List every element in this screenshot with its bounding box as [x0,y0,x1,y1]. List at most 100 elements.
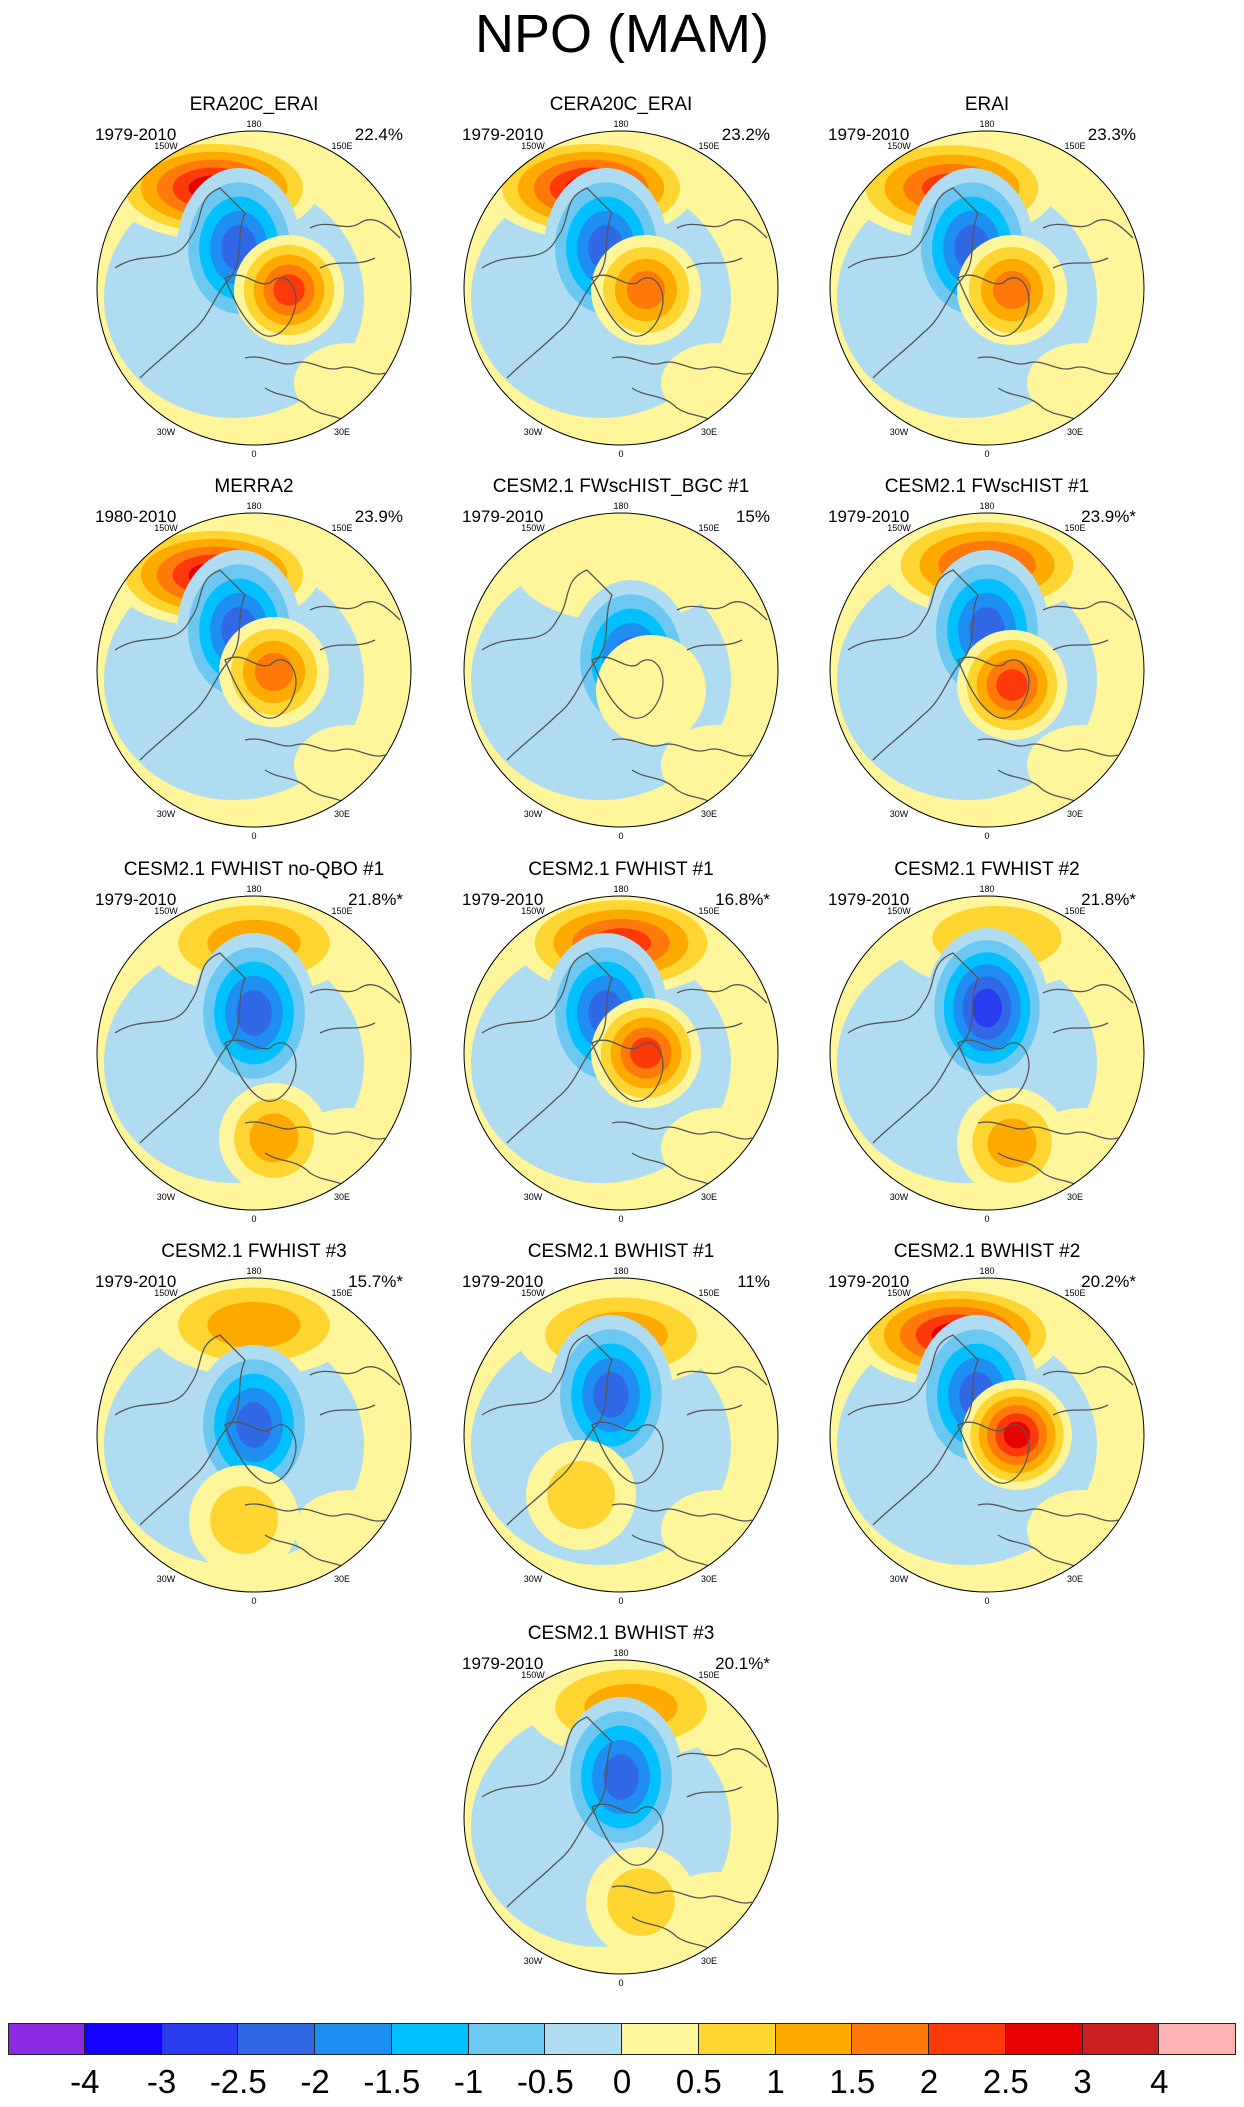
longitude-label-tl: 150W [154,141,178,151]
coastline-north-america [481,569,613,761]
longitude-label-br: 30E [701,427,717,437]
colorbar-tick-label: 1 [766,2063,785,2100]
coastline-greenland [957,1421,1030,1484]
colorbar-tick-label: 0 [612,2063,632,2100]
longitude-label-bottom: 0 [618,1214,623,1224]
map-panel: ERA20C_ERAI1979-201022.4%180150W150E120W… [95,94,413,464]
longitude-label-tr: 150E [698,523,719,533]
longitude-label-bottom: 0 [251,831,256,841]
coastline-greenland [224,1421,297,1484]
longitude-label-bottom: 0 [618,449,623,459]
colorbar-tick-label: -1.5 [363,2063,421,2100]
polar-map: 180150W150E120W120E90W90E60W60E30W30E0 [463,501,779,841]
longitude-label-br: 30E [701,1192,717,1202]
longitude-label-tr: 150E [1064,523,1085,533]
anomaly-field [97,131,411,445]
longitude-label-top: 180 [613,119,628,129]
anomaly-field [830,1278,1144,1592]
coastline-greenland [224,274,297,337]
panel-period: 1979-2010 [828,1272,910,1291]
map-border [829,1277,1145,1593]
polar-map: 180150W150E120W120E90W90E60W60E30W30E0 [829,1266,1145,1606]
longitude-label-bl: 30W [890,427,909,437]
longitude-label-br: 30E [701,1956,717,1966]
coastline-north-america [114,187,246,379]
positive-patch [294,725,404,805]
longitude-label-br: 30E [701,809,717,819]
longitude-label-bl: 30W [157,1574,176,1584]
coastline-asia [676,1366,768,1416]
longitude-label-bl: 30W [890,1574,909,1584]
longitude-label-bottom: 0 [618,1978,623,1988]
panel-explained-variance: 23.2% [721,125,770,144]
coastline-asia [676,984,768,1034]
polar-map: 180150W150E120W120E90W90E60W60E30W30E0 [463,119,779,459]
longitude-label-br: 30E [701,1574,717,1584]
coastline-asia [676,601,768,651]
panel-title: CESM2.1 BWHIST #2 [893,1241,1081,1262]
panel-title: CESM2.1 BWHIST #1 [527,1241,715,1262]
coastline-north-america [481,1334,613,1526]
map-panel: CESM2.1 BWHIST #1 1979-2010 11% 180 150W 150E… [462,1241,780,1611]
map-border [463,1277,779,1593]
coastline-asia [1042,984,1134,1034]
coastline-north-america [847,187,979,379]
map-border [829,130,1145,446]
coastline-asia [309,601,401,651]
eurasian-high-level-2 [547,1461,615,1529]
map-panel: CESM2.1 FWscHIST #1 1979-2010 23.9%* 180 150… [828,476,1146,846]
eurasian-high-level-1 [596,635,706,745]
longitude-label-top: 180 [613,501,628,511]
longitude-label-bottom: 0 [984,1596,989,1606]
coastline-greenland [591,1421,664,1484]
map-panel: CESM2.1 FWHIST #1 1979-2010 16.8%* 180 150W 1… [462,859,780,1229]
coastlines [114,952,401,1194]
coastline-asia [1042,1366,1134,1416]
positive-patch [294,1490,404,1570]
colorbar-tick-label: 4 [1150,2063,1169,2100]
coastline-north-america [114,952,246,1144]
figure-title: NPO (MAM) [475,4,769,64]
longitude-label-tl: 150W [887,906,911,916]
panel-period: 1979-2010 [462,1272,544,1291]
positive-patch [661,1108,771,1188]
coastline-asia [676,1748,768,1798]
map-panel: CESM2.1 FWscHIST_BGC #1 1979-2010 15% 180 15… [462,476,780,846]
anomaly-field [830,131,1144,445]
anomaly-field [464,896,778,1210]
panel-period: 1979-2010 [462,1654,544,1673]
coastline-north-america [847,569,979,761]
colorbar-swatch [698,2023,776,2055]
panel-explained-variance: 22.4% [354,125,403,144]
longitude-label-bottom: 0 [984,1214,989,1224]
map-border [829,512,1145,828]
panel-period: 1979-2010 [462,890,544,909]
map-panel: CESM2.1 BWHIST #2 1979-2010 20.2%* 180 150W 1… [828,1241,1146,1611]
panel-explained-variance: 15.7%* [348,1272,403,1291]
panel-period: 1979-2010 [462,507,544,526]
panel-period: 1979-2010 [462,125,544,144]
coastlines [481,1716,768,1958]
anomaly-field [97,1278,411,1592]
positive-patch [1027,1490,1137,1570]
coastline-asia [309,984,401,1034]
pacific-high-level-3 [207,1301,301,1349]
eurasian-high-level-2 [607,1868,675,1936]
panel-explained-variance: 23.9%* [1081,507,1136,526]
longitude-label-top: 180 [979,119,994,129]
arctic-low-level-6 [971,988,1003,1028]
colorbar-swatch [852,2023,929,2055]
longitude-label-tr: 150E [698,906,719,916]
longitude-label-tr: 150E [698,1670,719,1680]
colorbar-swatch [1159,2023,1236,2055]
longitude-label-top: 180 [613,1648,628,1658]
panel-title: CESM2.1 FWscHIST #1 [884,476,1090,497]
longitude-label-top: 180 [979,1266,994,1276]
colorbar-tick-label: -4 [70,2063,100,2100]
longitude-label-tr: 150E [1064,141,1085,151]
polar-map: 180150W150E120W120E90W90E60W60E30W30E0 [829,884,1145,1224]
longitude-label-bl: 30W [524,427,543,437]
longitude-label-tl: 150W [154,523,178,533]
coastlines [114,1334,401,1576]
anomaly-field [830,896,1144,1210]
